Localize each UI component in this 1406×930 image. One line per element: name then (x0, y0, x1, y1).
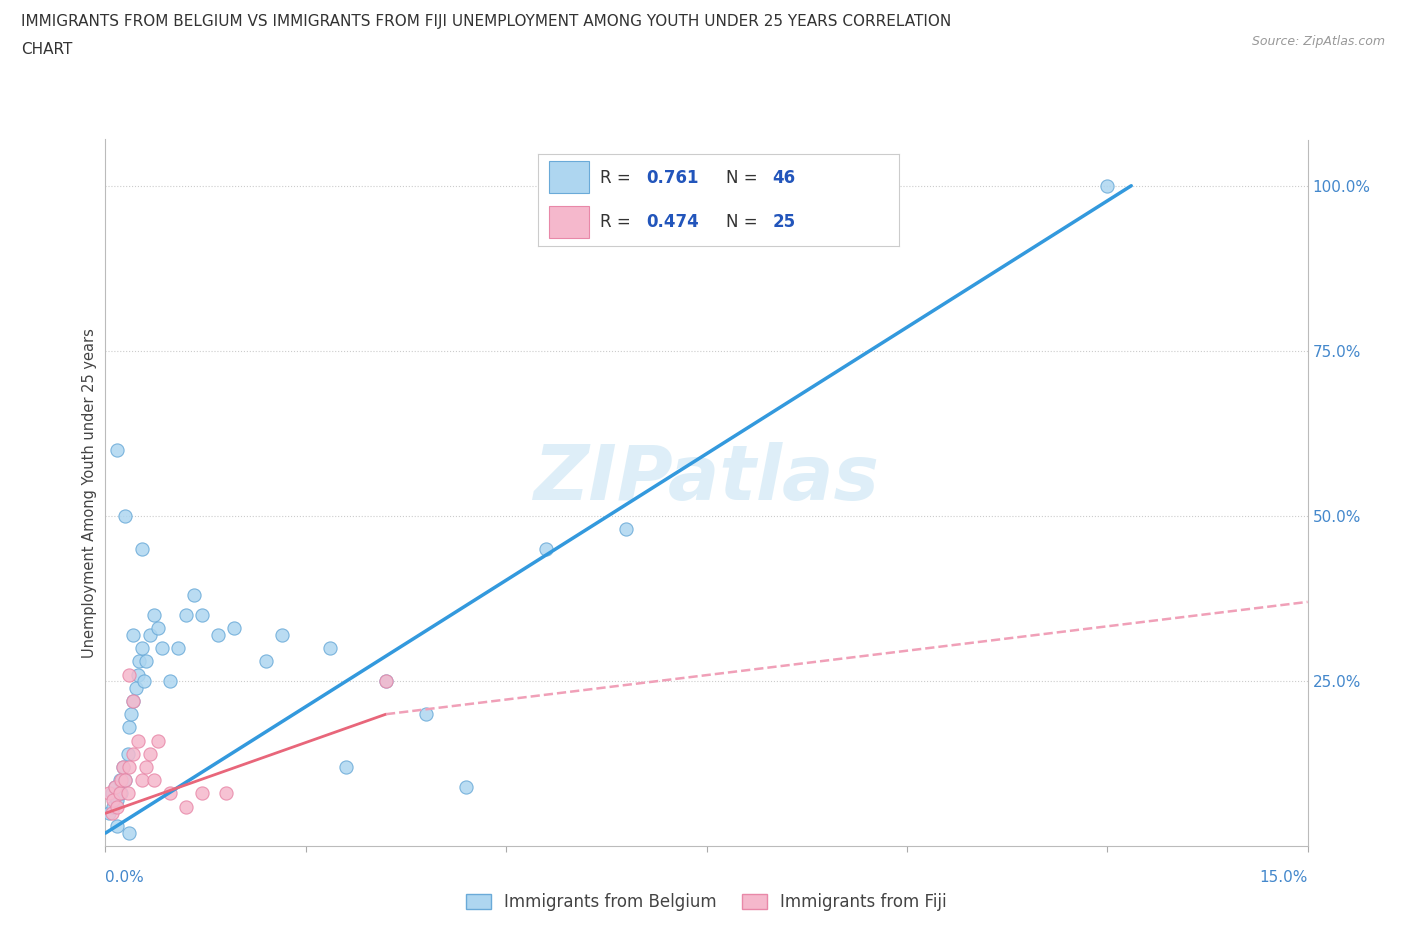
Point (107, 443, 129, 458)
Point (374, 673, 398, 688)
Point (122, 694, 145, 709)
Point (135, 654, 157, 669)
Point (98, 786, 121, 801)
Point (122, 628, 145, 643)
Point (114, 773, 136, 788)
Point (135, 760, 157, 775)
Point (117, 747, 139, 762)
Point (142, 773, 165, 788)
Point (98, 805, 121, 820)
Point (103, 799, 125, 814)
Point (118, 667, 141, 682)
Y-axis label: Unemployment Among Youth under 25 years: Unemployment Among Youth under 25 years (82, 328, 97, 658)
Point (1097, 179, 1119, 193)
Point (112, 760, 135, 775)
Point (127, 733, 149, 748)
Point (270, 628, 292, 643)
Text: IMMIGRANTS FROM BELGIUM VS IMMIGRANTS FROM FIJI UNEMPLOYMENT AMONG YOUTH UNDER 2: IMMIGRANTS FROM BELGIUM VS IMMIGRANTS FR… (21, 14, 952, 29)
Point (190, 607, 212, 622)
Point (110, 773, 132, 788)
Point (146, 733, 169, 748)
Point (108, 773, 131, 788)
Point (159, 786, 181, 801)
Point (101, 805, 124, 820)
Point (166, 641, 188, 656)
Point (174, 799, 197, 814)
Point (101, 786, 124, 801)
Point (146, 621, 169, 636)
Text: CHART: CHART (21, 42, 73, 57)
Point (125, 681, 148, 696)
Point (108, 786, 131, 801)
Point (534, 541, 557, 556)
Point (127, 667, 149, 682)
Point (103, 792, 125, 807)
Point (254, 654, 277, 669)
Point (159, 673, 181, 688)
Point (128, 654, 150, 669)
Point (114, 509, 136, 524)
Point (190, 786, 212, 801)
Point (107, 799, 129, 814)
Point (319, 641, 342, 656)
Point (104, 779, 127, 794)
Point (118, 720, 141, 735)
Point (415, 707, 437, 722)
Text: Source: ZipAtlas.com: Source: ZipAtlas.com (1251, 35, 1385, 48)
Point (214, 786, 236, 801)
Point (122, 694, 145, 709)
Point (107, 792, 129, 807)
Point (131, 773, 153, 788)
Point (335, 760, 357, 775)
Point (616, 522, 638, 537)
Text: ZIPatlas: ZIPatlas (533, 442, 880, 516)
Point (207, 628, 229, 643)
Text: 0.0%: 0.0% (105, 870, 145, 884)
Point (132, 673, 155, 688)
Point (138, 628, 160, 643)
Point (117, 786, 139, 801)
Point (174, 607, 197, 622)
Point (122, 747, 145, 762)
Point (131, 641, 153, 656)
Point (118, 760, 141, 775)
Point (374, 673, 398, 688)
Legend: Immigrants from Belgium, Immigrants from Fiji: Immigrants from Belgium, Immigrants from… (458, 884, 955, 919)
Point (104, 779, 127, 794)
Point (112, 760, 135, 775)
Point (114, 773, 136, 788)
Point (131, 541, 153, 556)
Point (183, 588, 205, 603)
Point (456, 779, 478, 794)
Point (142, 607, 165, 622)
Point (150, 641, 173, 656)
Text: 15.0%: 15.0% (1260, 870, 1308, 884)
Point (222, 621, 245, 636)
Point (110, 786, 132, 801)
Point (118, 826, 141, 841)
Point (120, 707, 142, 722)
Point (107, 819, 129, 834)
Point (138, 747, 160, 762)
